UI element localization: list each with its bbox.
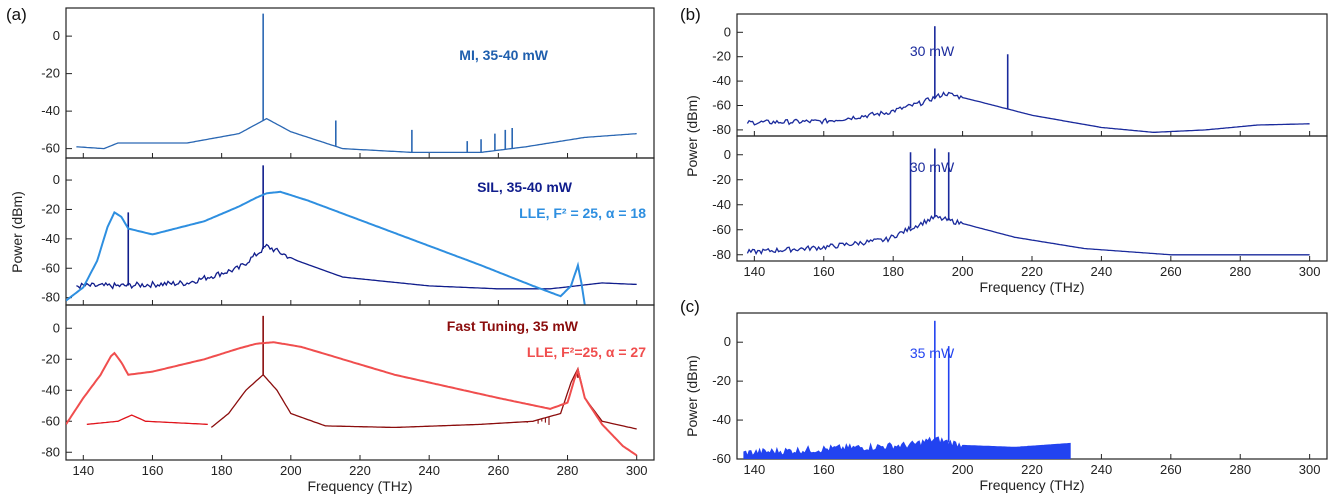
y-tick-label: -20: [41, 201, 60, 216]
annotation: 35 mW: [910, 345, 955, 361]
x-tick-label: 280: [1229, 462, 1251, 477]
chart-c: 0 -20 -40 -60 140 160 180 200 220 240 260 280 300 Fre…: [712, 312, 1328, 493]
y-tick-label: -80: [712, 122, 731, 137]
chart-b-top: 0 -20 -40 -60 -80 30 mW: [712, 13, 1328, 137]
x-tick-label: 240: [1091, 264, 1113, 279]
y-tick-label: -40: [41, 103, 60, 118]
y-tick-label: -40: [712, 412, 731, 427]
y-tick-label: -60: [41, 141, 60, 156]
y-tick-label: -40: [712, 73, 731, 88]
x-tick-label: 220: [349, 463, 371, 478]
y-tick-label: -20: [41, 351, 60, 366]
x-tick-label: 260: [1160, 462, 1182, 477]
x-tick-label: 160: [813, 264, 835, 279]
y-tick-label: -60: [41, 413, 60, 428]
panel-label-a: (a): [6, 5, 27, 24]
x-tick-label: 260: [1160, 264, 1182, 279]
x-tick-label: 160: [142, 463, 164, 478]
noise-floor: [743, 436, 1071, 459]
plot-frame: [736, 13, 1328, 137]
y-tick-label: -80: [41, 290, 60, 305]
x-tick-label: 140: [744, 462, 766, 477]
annotation: 30 mW: [910, 159, 955, 175]
noise-floor: [76, 243, 637, 290]
x-tick-label: 200: [952, 462, 974, 477]
lle-simulation-curve: [66, 190, 586, 305]
annotation: LLE, F² = 25, α = 18: [519, 205, 646, 221]
y-tick-label: -80: [712, 247, 731, 262]
noise-floor: [210, 366, 637, 430]
comb-lines: [934, 320, 950, 443]
annotation: MI, 35-40 mW: [459, 47, 548, 63]
x-tick-label: 180: [882, 462, 904, 477]
y-tick-label: -60: [41, 260, 60, 275]
x-axis-label: Frequency (THz): [979, 279, 1084, 295]
y-tick-label: -20: [712, 49, 731, 64]
x-tick-label: 180: [211, 463, 233, 478]
x-axis-label: Frequency (THz): [307, 478, 412, 494]
lle-simulation-curve: [66, 341, 638, 457]
y-tick-label: 0: [53, 28, 60, 43]
chart-b-bottom: 0 -20 -40 -60 -80 140 160 180 200 220 240 260 280 300…: [712, 135, 1328, 295]
comb-lines: [127, 165, 264, 286]
chart-a-mi: 0 -20 -40 -60 MI, 35-40 mW: [41, 7, 655, 159]
plot-frame: [65, 7, 655, 159]
x-tick-label: 280: [557, 463, 579, 478]
y-tick-label: 0: [724, 334, 731, 349]
noise-floor: [746, 214, 1310, 256]
x-tick-label: 240: [1091, 462, 1113, 477]
annotation: SIL, 35-40 mW: [477, 179, 573, 195]
comb-lines: [262, 13, 513, 153]
y-tick-label: -40: [41, 231, 60, 246]
y-tick-label: -20: [712, 172, 731, 187]
y-tick-label: -40: [712, 197, 731, 212]
ylabel-b: Power (dBm): [684, 95, 700, 177]
x-tick-label: 300: [1299, 264, 1321, 279]
annotation: Fast Tuning, 35 mW: [447, 318, 579, 334]
x-tick-label: 200: [952, 264, 974, 279]
y-tick-label: -80: [41, 444, 60, 459]
noise-floor: [86, 414, 208, 426]
y-tick-label: 0: [53, 320, 60, 335]
x-axis-label: Frequency (THz): [979, 477, 1084, 493]
plot-frame: [736, 135, 1328, 262]
y-tick-label: 0: [724, 147, 731, 162]
ylabel-a: Power (dBm): [9, 191, 25, 273]
y-tick-label: 0: [53, 172, 60, 187]
ylabel-c: Power (dBm): [684, 355, 700, 437]
y-tick-label: -20: [712, 373, 731, 388]
chart-a-sil: 0 -20 -40 -60 -80 SIL, 35-40 mW LLE, F² = 25, …: [41, 157, 655, 306]
panel-label-b: (b): [680, 5, 701, 24]
noise-floor: [746, 91, 1310, 133]
x-tick-label: 300: [1299, 462, 1321, 477]
x-tick-label: 300: [626, 463, 648, 478]
comb-lines: [934, 26, 1009, 109]
x-tick-label: 240: [418, 463, 440, 478]
x-tick-label: 140: [744, 264, 766, 279]
x-tick-label: 260: [488, 463, 510, 478]
annotation: 30 mW: [910, 43, 955, 59]
x-tick-label: 220: [1021, 264, 1043, 279]
panel-label-c: (c): [680, 297, 700, 316]
x-tick-label: 220: [1021, 462, 1043, 477]
noise-floor: [76, 117, 637, 154]
y-tick-label: -60: [712, 222, 731, 237]
x-tick-label: 280: [1229, 264, 1251, 279]
x-tick-label: 180: [882, 264, 904, 279]
plot-frame: [736, 312, 1328, 460]
x-tick-label: 200: [280, 463, 302, 478]
chart-a-fast-tuning: 0 -20 -40 -60 -80 140 160 180 200 220 240 260 280 300…: [41, 304, 655, 494]
y-tick-label: -60: [712, 98, 731, 113]
y-tick-label: -60: [712, 451, 731, 466]
y-tick-label: -20: [41, 66, 60, 81]
x-tick-label: 160: [813, 462, 835, 477]
y-tick-label: -40: [41, 382, 60, 397]
x-tick-label: 140: [72, 463, 94, 478]
annotation: LLE, F²=25, α = 27: [527, 344, 646, 360]
y-tick-label: 0: [724, 24, 731, 39]
comb-lines: [909, 148, 950, 229]
